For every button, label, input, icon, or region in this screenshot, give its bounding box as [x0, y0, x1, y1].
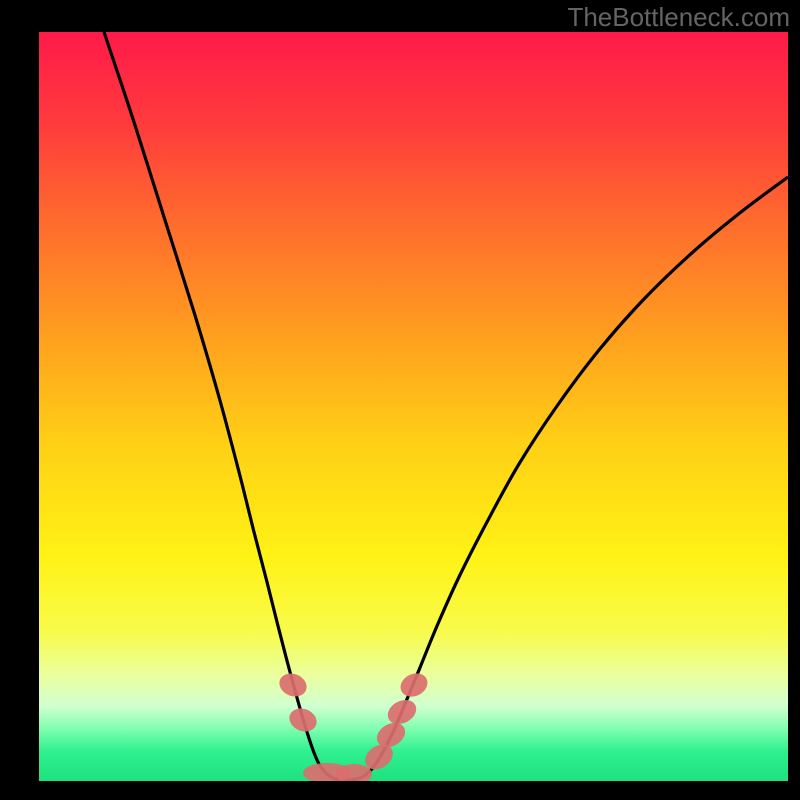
- marker-pill-1: [286, 705, 320, 736]
- marker-pill-7: [397, 669, 432, 701]
- chart-svg: [0, 0, 800, 800]
- marker-pill-3: [336, 764, 372, 784]
- v-curve: [104, 32, 788, 780]
- watermark-text: TheBottleneck.com: [567, 2, 790, 33]
- marker-pill-6: [384, 695, 421, 729]
- marker-pill-0: [276, 670, 310, 701]
